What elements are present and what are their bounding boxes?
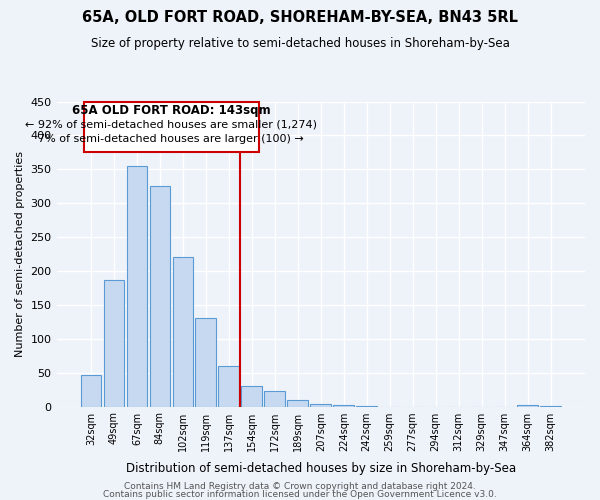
Bar bbox=[104, 280, 124, 406]
Bar bbox=[265, 391, 285, 406]
Text: Contains HM Land Registry data © Crown copyright and database right 2024.: Contains HM Land Registry data © Crown c… bbox=[124, 482, 476, 491]
Bar bbox=[196, 318, 216, 406]
Text: 7% of semi-detached houses are larger (100) →: 7% of semi-detached houses are larger (1… bbox=[38, 134, 304, 144]
Text: ← 92% of semi-detached houses are smaller (1,274): ← 92% of semi-detached houses are smalle… bbox=[25, 120, 317, 130]
Bar bbox=[127, 166, 147, 406]
Bar bbox=[80, 376, 101, 406]
Y-axis label: Number of semi-detached properties: Number of semi-detached properties bbox=[15, 151, 25, 357]
FancyBboxPatch shape bbox=[84, 102, 259, 152]
Bar bbox=[517, 405, 538, 406]
Bar bbox=[241, 386, 262, 406]
Bar bbox=[334, 405, 354, 406]
Bar bbox=[310, 404, 331, 406]
Bar bbox=[173, 258, 193, 406]
Text: 65A, OLD FORT ROAD, SHOREHAM-BY-SEA, BN43 5RL: 65A, OLD FORT ROAD, SHOREHAM-BY-SEA, BN4… bbox=[82, 10, 518, 25]
Bar bbox=[218, 366, 239, 406]
Text: Contains public sector information licensed under the Open Government Licence v3: Contains public sector information licen… bbox=[103, 490, 497, 499]
Bar bbox=[287, 400, 308, 406]
X-axis label: Distribution of semi-detached houses by size in Shoreham-by-Sea: Distribution of semi-detached houses by … bbox=[126, 462, 516, 475]
Bar bbox=[149, 186, 170, 406]
Text: 65A OLD FORT ROAD: 143sqm: 65A OLD FORT ROAD: 143sqm bbox=[72, 104, 271, 117]
Text: Size of property relative to semi-detached houses in Shoreham-by-Sea: Size of property relative to semi-detach… bbox=[91, 38, 509, 51]
